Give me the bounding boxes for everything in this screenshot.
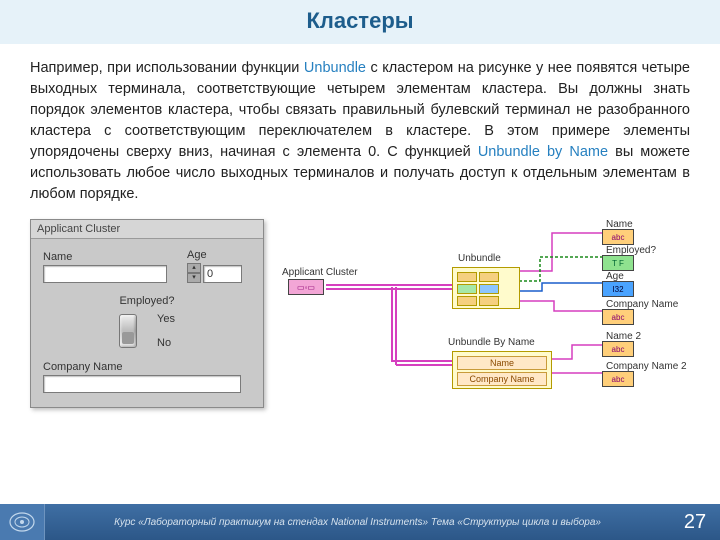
name-field-group: Name (43, 251, 167, 283)
front-panel-cluster: Applicant Cluster Name Age ▴ ▾ (30, 219, 264, 408)
slide-title: Кластеры (0, 0, 720, 44)
employed-switch[interactable] (119, 314, 137, 348)
out-name-term: abc (602, 229, 634, 245)
out-age-term: I32 (602, 281, 634, 297)
block-diagram: Applicant Cluster ▭◦▭ Unbundle Name abc … (282, 219, 682, 407)
yes-label: Yes (157, 313, 175, 325)
name-label: Name (43, 251, 167, 263)
figure-row: Applicant Cluster Name Age ▴ ▾ (0, 205, 720, 408)
out-employed-term: T F (602, 255, 634, 271)
switch-value-labels: Yes No (157, 313, 175, 349)
highlight-unbundle: Unbundle (304, 60, 366, 76)
ubn-label: Unbundle By Name (448, 337, 535, 348)
unbundle-node (452, 267, 520, 309)
age-input[interactable]: 0 (203, 265, 242, 283)
footer-text: Курс «Лабораторный практикум на стендах … (45, 517, 670, 528)
employed-group: Employed? Yes No (43, 295, 251, 349)
footer: Курс «Лабораторный практикум на стендах … (0, 504, 720, 540)
src-terminal-cluster: ▭◦▭ (288, 279, 324, 295)
body-paragraph: Например, при использовании функции Unbu… (0, 44, 720, 205)
company-input[interactable] (43, 375, 241, 393)
age-stepper[interactable]: ▴ ▾ (187, 263, 201, 283)
ubn-node: Name Company Name (452, 351, 552, 389)
company-label: Company Name (43, 361, 251, 373)
age-label: Age (187, 249, 242, 261)
panel-body: Name Age ▴ ▾ 0 (31, 239, 263, 407)
employed-label: Employed? (119, 295, 174, 307)
footer-logo-icon (0, 504, 45, 540)
company-group: Company Name (43, 361, 251, 393)
footer-page-number: 27 (670, 511, 720, 534)
out-company-term: abc (602, 309, 634, 325)
age-field-group: Age ▴ ▾ 0 (187, 249, 242, 283)
out-company2-term: abc (602, 371, 634, 387)
age-step-down[interactable]: ▾ (187, 273, 201, 283)
src-label: Applicant Cluster (282, 267, 358, 278)
age-step-up[interactable]: ▴ (187, 263, 201, 273)
panel-row-1: Name Age ▴ ▾ 0 (43, 249, 251, 283)
unbundle-label: Unbundle (458, 253, 501, 264)
ubn-row-company: Company Name (457, 372, 547, 386)
out-name2-term: abc (602, 341, 634, 357)
no-label: No (157, 337, 171, 349)
para-text-1: Например, при использовании функции (30, 60, 304, 76)
highlight-unbundle-by-name: Unbundle by Name (478, 144, 608, 160)
name-input[interactable] (43, 265, 167, 283)
ubn-row-name: Name (457, 356, 547, 370)
panel-window-title: Applicant Cluster (31, 220, 263, 239)
